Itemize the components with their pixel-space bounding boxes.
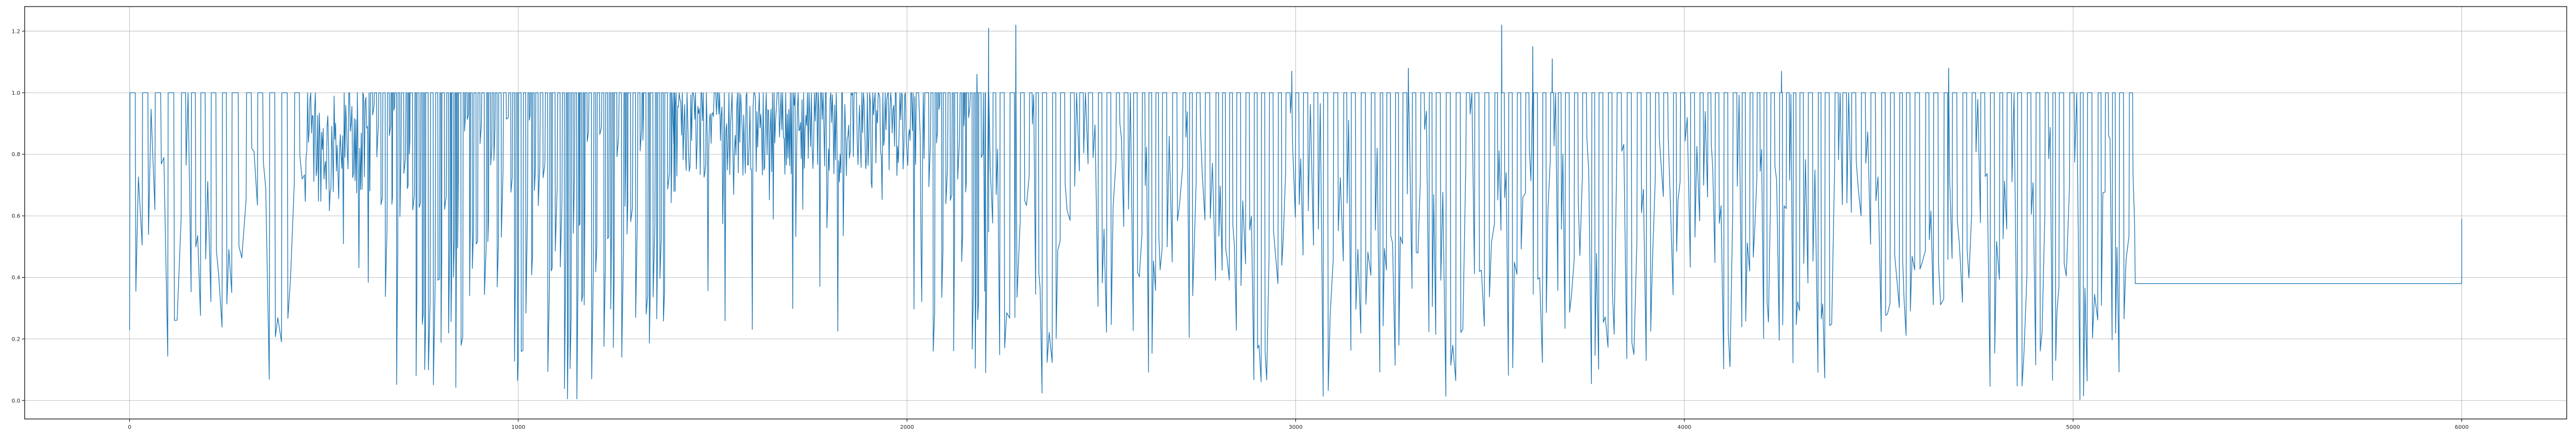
x-tick-label: 1000 — [511, 424, 525, 430]
y-tick-label: 0.8 — [12, 152, 20, 158]
x-tick-label: 0 — [128, 424, 131, 430]
x-axis-ticks: 0 1000 2000 3000 4000 5000 6000 — [128, 419, 2469, 430]
y-tick-label: 1.2 — [12, 28, 20, 35]
y-tick-label: 1.0 — [12, 90, 20, 96]
x-tick-label: 3000 — [1289, 424, 1303, 430]
series-line — [129, 25, 2463, 400]
x-tick-label: 4000 — [1677, 424, 1691, 430]
x-tick-label: 6000 — [2455, 424, 2469, 430]
x-tick-label: 5000 — [2066, 424, 2080, 430]
y-tick-label: 0.0 — [12, 398, 20, 404]
y-tick-label: 0.6 — [12, 214, 20, 220]
y-tick-label: 0.2 — [12, 336, 20, 342]
x-tick-label: 2000 — [900, 424, 913, 430]
series-layer — [129, 25, 2463, 400]
y-axis-ticks: 0.0 0.2 0.4 0.6 0.8 1.0 1.2 — [12, 28, 25, 404]
y-tick-label: 0.4 — [12, 275, 20, 281]
